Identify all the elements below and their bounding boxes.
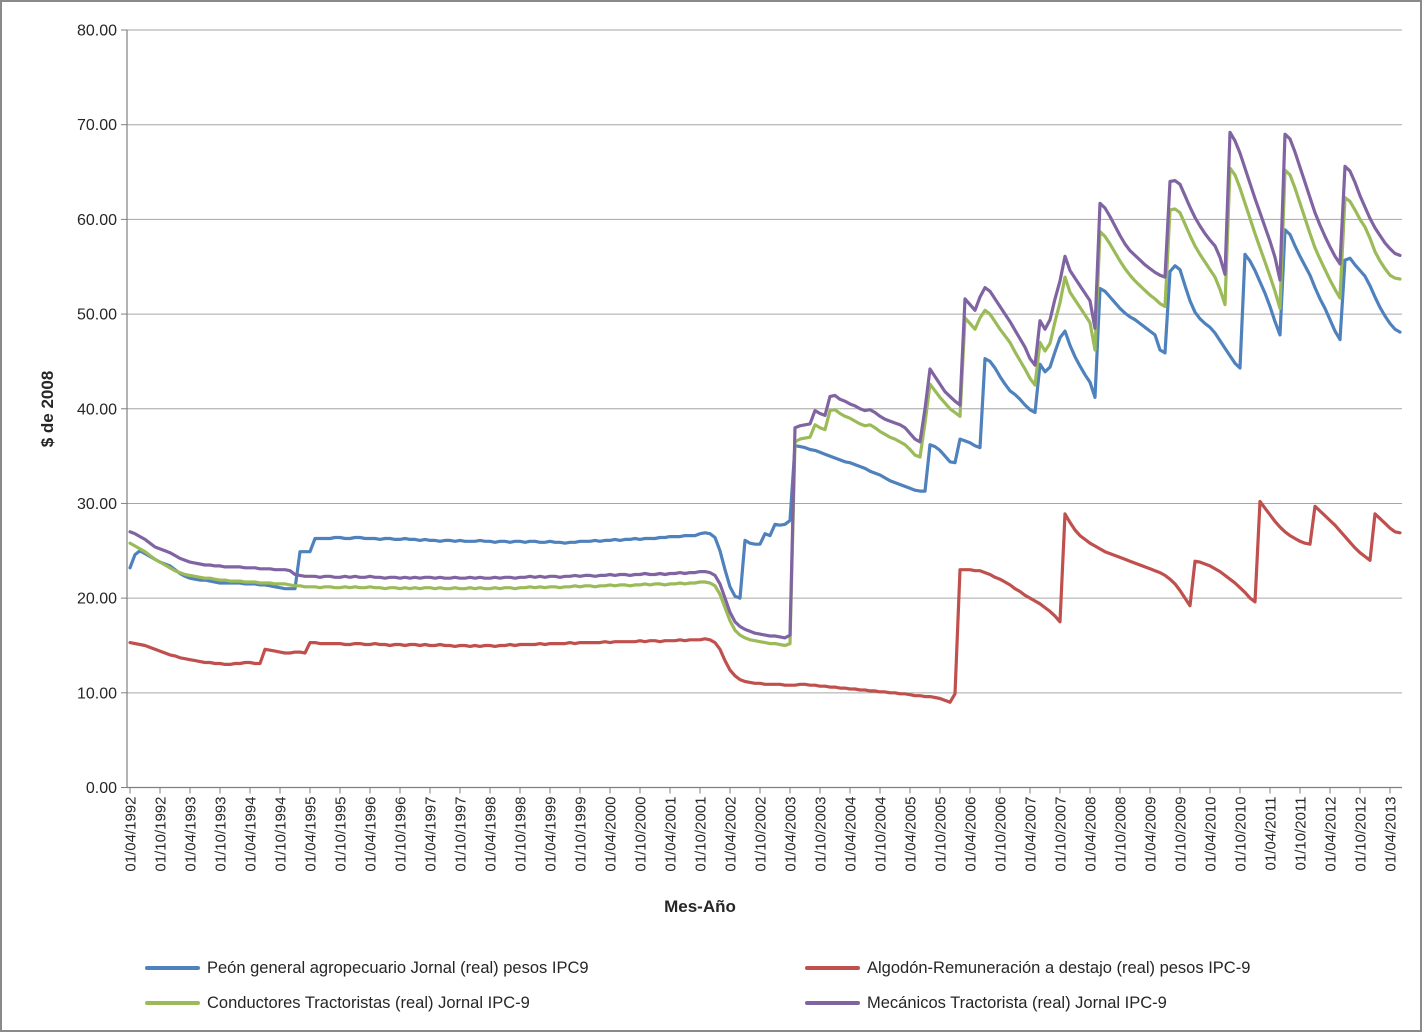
series-line-3 — [128, 130, 1402, 640]
x-tick-label: 01/04/1997 — [423, 797, 440, 872]
x-tick-label: 01/10/2004 — [873, 797, 890, 872]
legend-line-swatch-blue — [145, 966, 200, 970]
y-tick-label: 0.00 — [86, 780, 117, 797]
legend-line-swatch-green — [145, 1001, 200, 1005]
x-tick-label: 01/10/2008 — [1113, 797, 1130, 872]
y-axis-tick-labels: 0.00 10.00 20.00 30.00 40.00 50.00 60.00 70.00 8… — [77, 23, 117, 798]
x-tick-label: 01/10/1999 — [573, 797, 590, 872]
legend-label: Mecánicos Tractorista (real) Jornal IPC-… — [867, 993, 1167, 1012]
x-tick-label: 01/04/2002 — [723, 797, 740, 872]
x-tick-label: 01/04/2009 — [1143, 797, 1160, 872]
x-tick-label: 01/10/1993 — [213, 797, 230, 872]
legend-item-algodon-destajo[interactable]: Algodón-Remuneración a destajo (real) pe… — [805, 956, 1250, 980]
x-tick-label: 01/10/2009 — [1173, 797, 1190, 872]
x-tick-label: 01/04/1996 — [363, 797, 380, 872]
series-line-1 — [128, 499, 1402, 704]
x-tick-label: 01/04/2001 — [663, 797, 680, 872]
series-lines — [128, 130, 1402, 704]
y-tick-label: 80.00 — [77, 23, 117, 40]
x-tick-label: 01/10/1994 — [273, 797, 290, 872]
y-tick-label: 20.00 — [77, 591, 117, 608]
legend-line-swatch-purple — [805, 1001, 860, 1005]
x-tick-label: 01/10/2000 — [633, 797, 650, 872]
x-tick-label: 01/04/1993 — [183, 797, 200, 872]
legend-label: Peón general agropecuario Jornal (real) … — [207, 958, 589, 977]
x-tick-label: 01/04/1992 — [123, 797, 140, 872]
x-tick-label: 01/10/2010 — [1233, 797, 1250, 872]
y-tick-label: 70.00 — [77, 117, 117, 134]
legend: Peón general agropecuario Jornal (real) … — [2, 950, 1420, 1030]
y-axis-title: $ de 2008 — [38, 370, 57, 448]
x-tick-label: 01/10/2005 — [933, 797, 950, 872]
x-tick-label: 01/04/2010 — [1203, 797, 1220, 872]
axes — [121, 29, 1402, 794]
x-tick-label: 01/04/1995 — [303, 797, 320, 872]
x-tick-label: 01/04/2012 — [1323, 797, 1340, 872]
x-axis-title: Mes-Año — [664, 897, 736, 916]
x-tick-label: 01/04/1998 — [483, 797, 500, 872]
x-tick-label: 01/04/2013 — [1383, 797, 1400, 872]
x-tick-label: 01/10/2001 — [693, 797, 710, 872]
x-tick-label: 01/04/2011 — [1263, 797, 1280, 871]
legend-label: Conductores Tractoristas (real) Jornal I… — [207, 993, 530, 1012]
x-tick-label: 01/04/2006 — [963, 797, 980, 872]
x-tick-label: 01/10/2007 — [1053, 797, 1070, 872]
x-axis-tick-labels: 01/04/1992 01/10/1992 01/04/1993 01/10/1993… — [123, 797, 1400, 872]
x-tick-label: 01/04/2000 — [603, 797, 620, 872]
series-line-2 — [128, 166, 1402, 648]
legend-item-peon-general[interactable]: Peón general agropecuario Jornal (real) … — [145, 956, 589, 980]
x-tick-label: 01/10/1996 — [393, 797, 410, 872]
x-tick-label: 01/10/1998 — [513, 797, 530, 872]
y-tick-label: 10.00 — [77, 685, 117, 702]
y-tick-label: 30.00 — [77, 496, 117, 513]
y-tick-label: 40.00 — [77, 401, 117, 418]
x-tick-label: 01/04/1999 — [543, 797, 560, 872]
x-tick-label: 01/10/2002 — [753, 797, 770, 872]
gridlines — [127, 29, 1402, 694]
legend-line-swatch-red — [805, 966, 860, 970]
x-tick-label: 01/10/1995 — [333, 797, 350, 872]
legend-label: Algodón-Remuneración a destajo (real) pe… — [867, 958, 1251, 977]
x-tick-label: 01/04/2004 — [843, 797, 860, 872]
x-tick-label: 01/04/1994 — [243, 797, 260, 872]
x-tick-label: 01/10/2003 — [813, 797, 830, 872]
series-line-0 — [128, 228, 1402, 600]
x-tick-label: 01/10/1992 — [153, 797, 170, 872]
x-tick-label: 01/10/2011 — [1293, 797, 1310, 871]
y-tick-label: 60.00 — [77, 212, 117, 229]
x-tick-label: 01/04/2003 — [783, 797, 800, 872]
x-tick-label: 01/10/1997 — [453, 797, 470, 872]
line-chart-plot: 0.00 10.00 20.00 30.00 40.00 50.00 60.00 70.00 8… — [77, 23, 1402, 872]
x-tick-label: 01/10/2006 — [993, 797, 1010, 872]
legend-item-mecanicos-tractorista[interactable]: Mecánicos Tractorista (real) Jornal IPC-… — [805, 991, 1167, 1015]
x-tick-label: 01/04/2008 — [1083, 797, 1100, 872]
x-tick-label: 01/04/2005 — [903, 797, 920, 872]
y-tick-label: 50.00 — [77, 307, 117, 324]
x-tick-label: 01/04/2007 — [1023, 797, 1040, 872]
legend-item-conductores-tractoristas[interactable]: Conductores Tractoristas (real) Jornal I… — [145, 991, 530, 1015]
x-tick-label: 01/10/2012 — [1353, 797, 1370, 872]
